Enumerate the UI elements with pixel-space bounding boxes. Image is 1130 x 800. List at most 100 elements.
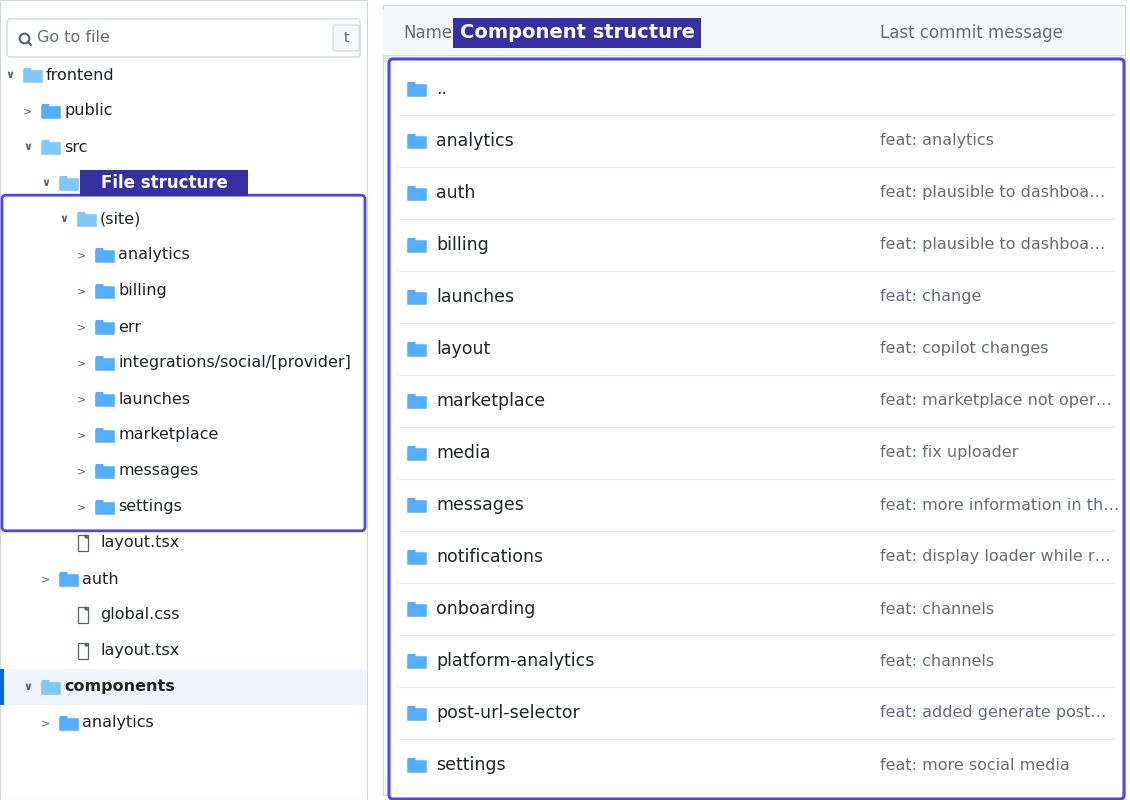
Bar — [396, 480, 1118, 530]
Text: feat: more social media: feat: more social media — [880, 758, 1070, 773]
FancyBboxPatch shape — [80, 170, 247, 196]
Bar — [396, 532, 1118, 582]
FancyBboxPatch shape — [96, 320, 104, 325]
Bar — [396, 116, 1118, 166]
Text: analytics: analytics — [118, 247, 190, 262]
FancyBboxPatch shape — [95, 322, 115, 334]
Text: feat: display loader while r…: feat: display loader while r… — [880, 550, 1111, 565]
Text: feat: marketplace not oper…: feat: marketplace not oper… — [880, 394, 1112, 409]
Text: >: > — [77, 502, 87, 512]
Text: t: t — [344, 31, 349, 45]
Text: analytics: analytics — [82, 715, 154, 730]
Text: feat: fix uploader: feat: fix uploader — [880, 446, 1018, 461]
Text: err: err — [118, 319, 141, 334]
FancyBboxPatch shape — [42, 140, 50, 145]
FancyBboxPatch shape — [408, 394, 416, 398]
Bar — [396, 272, 1118, 322]
Bar — [396, 584, 1118, 634]
Text: feat: copilot changes: feat: copilot changes — [880, 342, 1049, 357]
FancyBboxPatch shape — [408, 238, 416, 242]
FancyBboxPatch shape — [60, 716, 68, 721]
Text: >: > — [77, 250, 87, 260]
Text: >: > — [42, 718, 51, 728]
FancyBboxPatch shape — [407, 292, 427, 305]
FancyBboxPatch shape — [408, 654, 416, 658]
Text: >: > — [77, 430, 87, 440]
Text: ∨: ∨ — [60, 214, 69, 224]
FancyBboxPatch shape — [60, 176, 68, 181]
FancyBboxPatch shape — [407, 708, 427, 721]
Text: >: > — [42, 574, 51, 584]
Bar — [0, 669, 5, 705]
Text: feat: plausible to dashboa…: feat: plausible to dashboa… — [880, 186, 1105, 201]
Bar — [396, 740, 1118, 790]
FancyBboxPatch shape — [95, 466, 115, 478]
Bar — [0, 0, 367, 800]
Text: ∨: ∨ — [42, 178, 51, 188]
Text: feat: change: feat: change — [880, 290, 981, 305]
FancyBboxPatch shape — [24, 70, 43, 82]
Bar — [383, 10, 1125, 55]
Bar — [78, 607, 88, 623]
Text: media: media — [436, 444, 490, 462]
FancyBboxPatch shape — [408, 186, 416, 190]
FancyBboxPatch shape — [408, 342, 416, 346]
Text: public: public — [64, 103, 113, 118]
Bar — [396, 324, 1118, 374]
Text: settings: settings — [436, 756, 505, 774]
FancyBboxPatch shape — [407, 136, 427, 149]
Text: Component structure: Component structure — [460, 23, 695, 42]
Polygon shape — [85, 643, 88, 646]
FancyBboxPatch shape — [95, 394, 115, 406]
FancyBboxPatch shape — [333, 25, 359, 51]
FancyBboxPatch shape — [96, 284, 104, 289]
Text: global.css: global.css — [99, 607, 180, 622]
FancyBboxPatch shape — [408, 602, 416, 606]
Text: >: > — [77, 466, 87, 476]
Text: (site): (site) — [99, 211, 141, 226]
Text: ..: .. — [436, 80, 447, 98]
FancyBboxPatch shape — [453, 18, 701, 47]
Polygon shape — [85, 607, 88, 610]
FancyBboxPatch shape — [96, 356, 104, 361]
Bar — [396, 376, 1118, 426]
Bar — [78, 535, 88, 551]
Bar — [396, 64, 1118, 114]
FancyBboxPatch shape — [95, 502, 115, 515]
Polygon shape — [85, 535, 88, 538]
FancyBboxPatch shape — [408, 498, 416, 502]
FancyBboxPatch shape — [59, 718, 79, 731]
Text: analytics: analytics — [436, 132, 514, 150]
Text: post-url-selector: post-url-selector — [436, 704, 580, 722]
FancyBboxPatch shape — [95, 250, 115, 262]
FancyBboxPatch shape — [96, 392, 104, 397]
FancyBboxPatch shape — [96, 428, 104, 433]
Text: platform-analytics: platform-analytics — [436, 652, 594, 670]
Bar — [383, 5, 1125, 795]
FancyBboxPatch shape — [7, 19, 360, 57]
Text: >: > — [77, 394, 87, 404]
Text: integrations/social/[provider]: integrations/social/[provider] — [118, 355, 351, 370]
FancyBboxPatch shape — [24, 68, 32, 73]
Text: ∨: ∨ — [6, 70, 15, 80]
FancyBboxPatch shape — [96, 248, 104, 253]
Text: settings: settings — [118, 499, 182, 514]
FancyBboxPatch shape — [408, 134, 416, 138]
Bar — [396, 220, 1118, 270]
Text: feat: plausible to dashboa…: feat: plausible to dashboa… — [880, 238, 1105, 253]
Text: marketplace: marketplace — [118, 427, 218, 442]
FancyBboxPatch shape — [407, 552, 427, 565]
Text: components: components — [64, 679, 175, 694]
FancyBboxPatch shape — [41, 142, 61, 154]
Text: >: > — [77, 286, 87, 296]
FancyBboxPatch shape — [41, 106, 61, 118]
Text: frontend: frontend — [46, 67, 114, 82]
FancyBboxPatch shape — [408, 550, 416, 554]
FancyBboxPatch shape — [407, 500, 427, 513]
Text: billing: billing — [436, 236, 489, 254]
Text: layout.tsx: layout.tsx — [99, 535, 180, 550]
Text: billing: billing — [118, 283, 167, 298]
FancyBboxPatch shape — [78, 212, 86, 217]
Text: ∨: ∨ — [24, 682, 33, 692]
FancyBboxPatch shape — [95, 358, 115, 371]
